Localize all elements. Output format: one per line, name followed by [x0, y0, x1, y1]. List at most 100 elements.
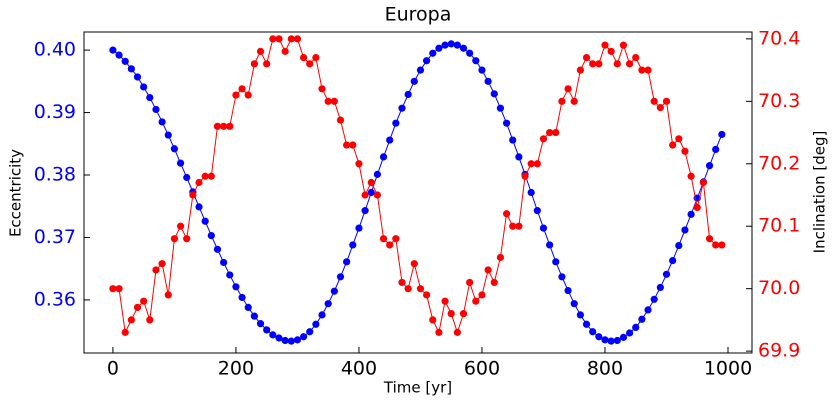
data-point [373, 170, 382, 178]
data-point [367, 178, 375, 187]
data-point [576, 311, 584, 319]
data-point [447, 40, 455, 48]
data-point [582, 320, 591, 328]
data-point [490, 90, 498, 98]
data-point [558, 97, 566, 105]
data-point [509, 136, 517, 144]
data-point [299, 333, 308, 341]
y-tick-label: 0.37 [34, 226, 76, 248]
data-point [509, 222, 517, 230]
data-point [533, 160, 541, 168]
x-tick-label: 1000 [704, 358, 752, 380]
data-point [404, 90, 412, 99]
data-point [619, 41, 628, 49]
data-point [127, 65, 135, 73]
data-point [183, 173, 191, 182]
data-point [466, 49, 474, 57]
y2-tick-label: 70.3 [758, 90, 800, 112]
data-point [133, 303, 142, 312]
data-point [484, 77, 492, 85]
data-point [675, 241, 683, 250]
data-point [539, 135, 548, 143]
data-point [176, 159, 185, 167]
data-point [281, 336, 289, 345]
data-point [238, 85, 246, 93]
data-point [484, 266, 492, 274]
data-point [176, 222, 185, 230]
data-point [705, 162, 714, 170]
data-point [343, 258, 351, 266]
data-point [220, 258, 228, 267]
data-point [361, 191, 369, 199]
data-point [681, 226, 689, 234]
data-point [244, 91, 252, 99]
data-point [527, 160, 535, 168]
data-point [183, 235, 191, 243]
data-point [238, 293, 246, 302]
data-point [576, 66, 584, 74]
plot-frame [83, 31, 753, 354]
data-point [312, 54, 320, 62]
data-point [263, 60, 271, 68]
data-point [121, 57, 129, 65]
data-point [699, 178, 708, 187]
data-point [140, 83, 148, 91]
data-point [478, 66, 486, 74]
x-axis-label: Time [yr] [383, 379, 452, 397]
data-point [564, 286, 572, 295]
data-point [539, 224, 548, 232]
data-point [146, 93, 154, 102]
data-point [379, 235, 388, 243]
data-point [496, 104, 505, 112]
data-point [650, 97, 658, 105]
data-point [570, 300, 578, 308]
data-point [146, 316, 154, 324]
data-point [152, 266, 160, 274]
data-point [416, 66, 425, 74]
data-point [410, 260, 418, 268]
data-point [330, 287, 338, 295]
data-point [256, 320, 265, 328]
data-point [613, 336, 621, 345]
data-point [681, 147, 689, 155]
data-point [244, 303, 252, 312]
data-point [164, 291, 172, 299]
data-point [109, 285, 117, 293]
data-point [595, 333, 603, 341]
data-point [398, 278, 406, 287]
data-point [392, 235, 400, 243]
data-point [447, 310, 455, 318]
data-point [330, 97, 338, 105]
data-point [632, 54, 640, 62]
data-point [361, 207, 369, 215]
data-point [336, 116, 345, 124]
data-point [170, 145, 179, 153]
data-point [410, 77, 418, 85]
data-point [207, 172, 215, 180]
y-axis-label: Eccentricity [7, 149, 25, 237]
data-point [595, 60, 603, 68]
series-line [112, 43, 723, 342]
data-point [521, 172, 529, 180]
data-point [459, 44, 468, 52]
data-point [429, 49, 437, 57]
x-tick-label: 0 [107, 358, 119, 380]
data-point [613, 60, 621, 68]
data-point [152, 105, 160, 114]
data-point [644, 66, 652, 74]
data-point [306, 328, 314, 336]
data-point [232, 91, 240, 99]
y2-tick-label: 70.2 [758, 152, 800, 174]
data-point [195, 178, 203, 187]
data-point [269, 331, 277, 339]
data-point [386, 136, 394, 144]
chart-title: Europa [385, 4, 452, 26]
data-point [644, 306, 652, 314]
data-point [435, 328, 443, 336]
data-point [386, 241, 394, 249]
data-point [226, 271, 234, 279]
data-point [115, 51, 123, 59]
y-tick-label: 0.40 [34, 39, 76, 61]
y2-tick-label: 69.9 [758, 340, 800, 362]
